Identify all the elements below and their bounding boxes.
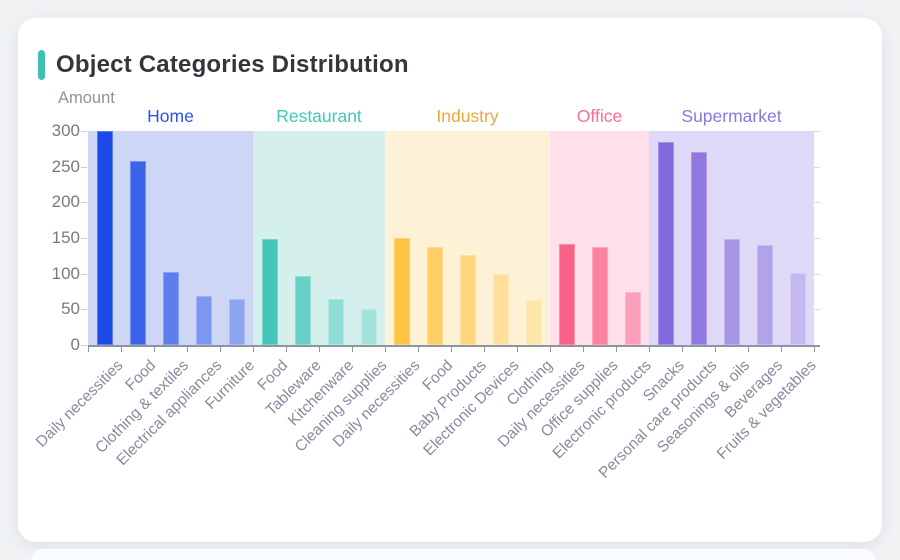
y-axis-tick — [81, 166, 87, 168]
x-axis-tick — [253, 347, 254, 352]
x-axis-tick — [451, 347, 452, 352]
x-axis-tick — [187, 347, 188, 352]
bar-home-clothing-textiles[interactable] — [162, 271, 179, 345]
bar-office-office-supplies[interactable] — [591, 246, 608, 345]
bar-office-daily-necessities[interactable] — [558, 243, 575, 345]
y-tick-label-50: 50 — [61, 299, 80, 319]
x-axis-tick — [154, 347, 155, 352]
y-tick-label-200: 200 — [51, 192, 80, 212]
y-axis-tick — [81, 131, 87, 132]
bar-home-furniture[interactable] — [228, 299, 245, 345]
group-label-industry: Industry — [436, 106, 499, 126]
x-axis-tick — [682, 347, 683, 352]
card-header: Object Categories Distribution — [38, 48, 409, 82]
group-label-office: Office — [576, 106, 623, 126]
bar-restaurant-cleaning-supplies[interactable] — [360, 308, 377, 345]
bar-industry-food[interactable] — [426, 246, 443, 345]
title-accent-bar — [38, 50, 45, 80]
y-axis-tick — [81, 345, 87, 346]
y-axis-title: Amount — [58, 89, 115, 107]
bar-home-daily-necessities[interactable] — [96, 131, 113, 345]
x-axis-tick — [352, 347, 353, 352]
x-axis-tick — [220, 347, 221, 352]
y-axis-tick — [81, 202, 87, 204]
y-tick-label-250: 250 — [51, 156, 80, 176]
y-axis-tick — [81, 238, 87, 239]
group-label-home: Home — [147, 106, 194, 126]
x-axis-tick — [583, 347, 584, 352]
x-axis-tick — [715, 347, 716, 352]
bar-restaurant-food[interactable] — [261, 239, 278, 345]
y-axis-tick — [81, 309, 87, 311]
x-axis-tick — [781, 347, 782, 352]
x-axis-tick — [484, 347, 485, 352]
bar-industry-daily-necessities[interactable] — [393, 238, 410, 345]
x-axis-tick — [517, 347, 518, 352]
bar-supermarket-personal-care-products[interactable] — [690, 151, 707, 345]
chart-title: Object Categories Distribution — [56, 51, 409, 78]
bar-supermarket-beverages[interactable] — [756, 245, 773, 345]
bar-industry-electronic-devices[interactable] — [492, 273, 509, 345]
y-axis-tick-right — [814, 202, 820, 204]
x-axis-line — [88, 345, 820, 347]
x-axis-tick — [319, 347, 320, 352]
x-axis-tick — [814, 347, 815, 352]
y-axis-tick — [81, 273, 87, 275]
bar-supermarket-fruits-vegetables[interactable] — [789, 272, 806, 345]
y-axis-tick-right — [814, 238, 820, 239]
x-axis-tick — [748, 347, 749, 352]
group-label-supermarket: Supermarket — [681, 106, 782, 126]
bar-supermarket-snacks[interactable] — [657, 141, 674, 345]
y-axis-tick-right — [814, 273, 820, 275]
bar-industry-clothing[interactable] — [525, 300, 542, 345]
y-tick-label-0: 0 — [70, 335, 80, 354]
x-axis-tick — [649, 347, 650, 352]
x-axis-tick — [121, 347, 122, 352]
x-axis-tick — [286, 347, 287, 352]
y-tick-label-300: 300 — [51, 121, 80, 140]
group-label-restaurant: Restaurant — [276, 106, 362, 126]
bar-office-electronic-products[interactable] — [624, 291, 641, 345]
bar-home-electrical-appliances[interactable] — [195, 295, 212, 345]
y-tick-label-150: 150 — [51, 228, 80, 247]
x-axis-tick — [88, 347, 89, 352]
bar-industry-baby-products[interactable] — [459, 255, 476, 345]
x-axis-tick — [616, 347, 617, 352]
x-axis-tick — [550, 347, 551, 352]
bar-restaurant-kitchenware[interactable] — [327, 298, 344, 345]
y-axis-tick-right — [814, 131, 820, 132]
y-axis-tick-right — [814, 166, 820, 168]
x-axis-tick — [418, 347, 419, 352]
bar-supermarket-seasonings-oils[interactable] — [723, 239, 740, 345]
bar-home-food[interactable] — [129, 160, 146, 345]
y-axis-tick-right — [814, 309, 820, 311]
x-axis-tick — [385, 347, 386, 352]
bar-restaurant-tableware[interactable] — [294, 275, 311, 345]
y-tick-label-100: 100 — [51, 263, 80, 283]
